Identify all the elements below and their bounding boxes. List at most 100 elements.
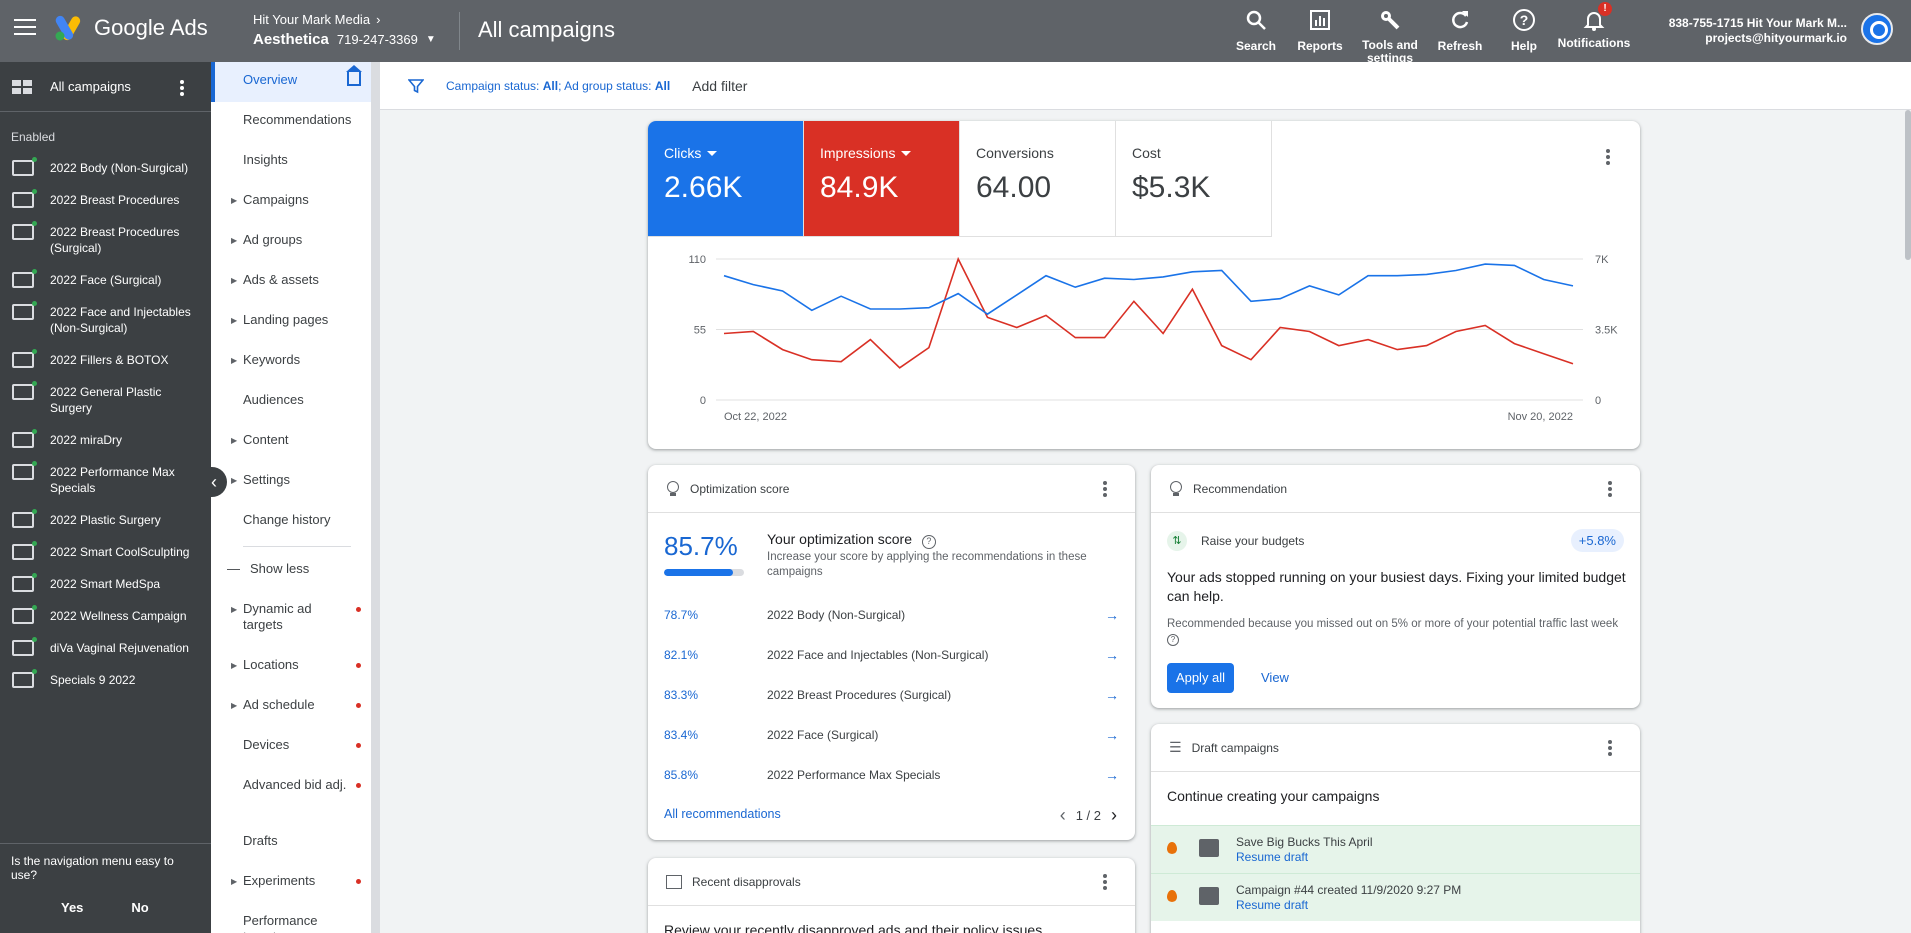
chart-more-options-icon[interactable] xyxy=(1606,149,1610,165)
resume-draft-link[interactable]: Resume draft xyxy=(1236,850,1309,864)
campaign-list-item[interactable]: 2022 Plastic Surgery xyxy=(0,504,211,536)
campaign-list-item[interactable]: 2022 Fillers & BOTOX xyxy=(0,344,211,376)
y-left-tick-label: 110 xyxy=(688,254,706,266)
more-options-icon[interactable] xyxy=(1103,874,1107,890)
nav-item-insights[interactable]: Insights xyxy=(211,142,371,182)
all-campaigns-header[interactable]: All campaigns xyxy=(0,62,211,112)
campaign-name: 2022 Fillers & BOTOX xyxy=(50,353,169,367)
help-button[interactable]: ? Help xyxy=(1492,4,1556,65)
account-switcher[interactable]: Hit Your Mark Media › Aesthetica 719-247-3… xyxy=(253,12,436,48)
nav-item-landing-pages[interactable]: ▶ Landing pages xyxy=(211,302,371,342)
nav-item-audiences[interactable]: Audiences xyxy=(211,382,371,422)
campaign-list-item[interactable]: 2022 General Plastic Surgery xyxy=(0,376,211,424)
campaign-list-item[interactable]: 2022 Body (Non-Surgical) xyxy=(0,152,211,184)
arrow-right-icon[interactable]: → xyxy=(1105,767,1119,783)
refresh-button[interactable]: Refresh xyxy=(1428,4,1492,65)
campaign-list-item[interactable]: 2022 Smart MedSpa xyxy=(0,568,211,600)
nav-item-ad-groups[interactable]: ▶ Ad groups xyxy=(211,222,371,262)
drafts-subtitle: Continue creating your campaigns xyxy=(1167,788,1380,804)
tools-settings-button[interactable]: Tools and settings xyxy=(1352,4,1428,65)
avatar[interactable] xyxy=(1861,13,1893,45)
search-button[interactable]: Search xyxy=(1224,4,1288,65)
optimization-campaign-row[interactable]: 83.4% 2022 Face (Surgical) → xyxy=(648,715,1135,755)
add-filter-button[interactable]: Add filter xyxy=(692,77,748,94)
main-scrollbar[interactable] xyxy=(1905,110,1911,260)
chevron-left-icon[interactable]: ‹ xyxy=(1059,805,1066,825)
help-icon[interactable]: ? xyxy=(921,535,936,549)
campaign-list-item[interactable]: diVa Vaginal Rejuvenation xyxy=(0,632,211,664)
nav-item-experiments[interactable]: ▶ Experiments xyxy=(211,863,371,903)
active-filter[interactable]: Campaign status: All; Ad group status: A… xyxy=(446,79,670,93)
arrow-right-icon[interactable]: → xyxy=(1105,647,1119,663)
nav-item-overview[interactable]: Overview xyxy=(211,62,371,102)
nav-item-settings[interactable]: ▶ Settings xyxy=(211,462,371,502)
nav-item-devices[interactable]: Devices xyxy=(211,727,371,767)
nav-item-campaigns[interactable]: ▶ Campaigns xyxy=(211,182,371,222)
campaign-list-item[interactable]: Specials 9 2022 xyxy=(0,664,211,696)
nav-item-advanced-bid-adj[interactable]: Advanced bid adj. xyxy=(211,767,371,823)
feedback-no-button[interactable]: No xyxy=(131,900,149,915)
more-options-icon[interactable] xyxy=(180,80,184,96)
apply-all-button[interactable]: Apply all xyxy=(1167,663,1234,693)
collapse-sidebar-button[interactable]: ‹ xyxy=(201,467,227,497)
metric-conversions-label: Conversions xyxy=(976,145,1054,161)
nav-item-ad-schedule[interactable]: ▶ Ad schedule xyxy=(211,687,371,727)
campaign-list-item[interactable]: 2022 Breast Procedures (Surgical) xyxy=(0,216,211,264)
home-icon[interactable] xyxy=(346,65,362,86)
resume-draft-link[interactable]: Resume draft xyxy=(1236,898,1309,912)
nav-item-performance-targets[interactable]: Performance targets xyxy=(211,903,371,933)
campaign-score: 83.3% xyxy=(664,688,699,702)
more-options-icon[interactable] xyxy=(1103,481,1107,497)
campaign-list-item[interactable]: 2022 Face (Surgical) xyxy=(0,264,211,296)
chevron-right-icon[interactable]: › xyxy=(1111,805,1117,825)
draft-item[interactable]: Save Big Bucks This April Resume draft xyxy=(1151,825,1640,873)
nav-item-change-history[interactable]: Change history xyxy=(211,502,371,542)
nav-item-ads-assets[interactable]: ▶ Ads & assets xyxy=(211,262,371,302)
optimization-campaign-row[interactable]: 82.1% 2022 Face and Injectables (Non-Surg… xyxy=(648,635,1135,675)
view-button[interactable]: View xyxy=(1261,670,1289,685)
y-left-tick-label: 0 xyxy=(700,395,706,407)
optimization-campaign-row[interactable]: 83.3% 2022 Breast Procedures (Surgical) → xyxy=(648,675,1135,715)
all-recommendations-link[interactable]: All recommendations xyxy=(664,807,781,821)
campaign-list-item[interactable]: 2022 Breast Procedures xyxy=(0,184,211,216)
reports-button[interactable]: Reports xyxy=(1288,4,1352,65)
arrow-right-icon[interactable]: → xyxy=(1105,687,1119,703)
optimization-campaign-row[interactable]: 78.7% 2022 Body (Non-Surgical) → xyxy=(648,595,1135,635)
nav-item-content[interactable]: ▶ Content xyxy=(211,422,371,462)
draft-item[interactable]: Campaign #44 created 11/9/2020 9:27 PM R… xyxy=(1151,873,1640,921)
nav-scrollbar[interactable] xyxy=(372,62,380,933)
metric-conversions[interactable]: Conversions 64.00 xyxy=(960,121,1116,237)
campaign-list-item[interactable]: 2022 Wellness Campaign xyxy=(0,600,211,632)
campaign-list-item[interactable]: 2022 Smart CoolSculpting xyxy=(0,536,211,568)
campaign-list-item[interactable]: 2022 Face and Injectables (Non-Surgical) xyxy=(0,296,211,344)
google-ads-logo[interactable]: Google Ads xyxy=(54,14,208,42)
optimization-campaign-row[interactable]: 85.8% 2022 Performance Max Specials → xyxy=(648,755,1135,795)
nav-item-label: Ads & assets xyxy=(243,272,319,287)
metric-clicks[interactable]: Clicks 2.66K xyxy=(648,121,804,237)
nav-item-keywords[interactable]: ▶ Keywords xyxy=(211,342,371,382)
nav-item-drafts[interactable]: Drafts xyxy=(211,823,371,863)
more-options-icon[interactable] xyxy=(1608,740,1612,756)
show-less-toggle[interactable]: — Show less xyxy=(211,551,371,591)
arrow-right-icon[interactable]: → xyxy=(1105,607,1119,623)
help-icon[interactable]: ? xyxy=(1167,634,1179,646)
campaign-status-value: All xyxy=(542,78,559,93)
nav-item-locations[interactable]: ▶ Locations xyxy=(211,647,371,687)
user-info[interactable]: 838-755-1715 Hit Your Mark M... projects… xyxy=(1669,16,1847,46)
nav-item-dynamic-ad-targets[interactable]: ▶ Dynamic ad targets xyxy=(211,591,371,647)
nav-item-recommendations[interactable]: Recommendations xyxy=(211,102,371,142)
campaign-list-item[interactable]: 2022 miraDry xyxy=(0,424,211,456)
notifications-button[interactable]: ! Notifications xyxy=(1556,2,1632,65)
feedback-yes-button[interactable]: Yes xyxy=(61,900,84,915)
metric-impressions[interactable]: Impressions 84.9K xyxy=(804,121,960,237)
nav-item-label: Drafts xyxy=(243,833,278,848)
more-options-icon[interactable] xyxy=(1608,481,1612,497)
menu-icon[interactable] xyxy=(14,19,36,37)
top-bar: Google Ads Hit Your Mark Media › Aestheti… xyxy=(0,0,1911,65)
filter-icon[interactable] xyxy=(408,78,424,94)
metric-cost[interactable]: Cost $5.3K xyxy=(1116,121,1272,237)
arrow-right-icon[interactable]: → xyxy=(1105,727,1119,743)
x-start-label: Oct 22, 2022 xyxy=(724,411,787,423)
campaign-list-item[interactable]: 2022 Performance Max Specials xyxy=(0,456,211,504)
campaign-type-icon xyxy=(12,157,37,176)
